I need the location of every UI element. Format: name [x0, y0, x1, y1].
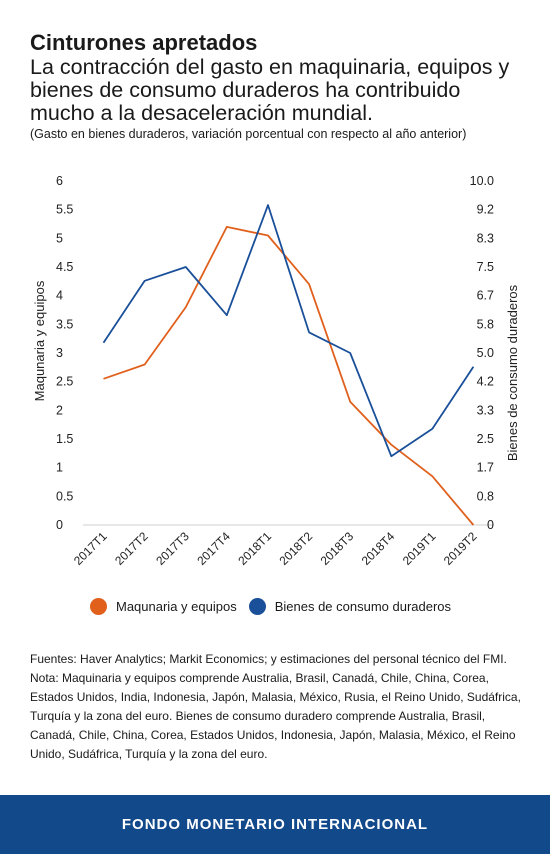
y2-tick-label: 3.3: [477, 403, 494, 417]
y2-tick-label: 6.7: [477, 289, 494, 303]
x-tick-label: 2017T3: [153, 529, 192, 568]
y2-tick-label: 5.0: [477, 346, 494, 360]
legend-label-bienes: Bienes de consumo duraderos: [274, 599, 452, 614]
legend-item-maquinaria: Maqunaria y equipos: [90, 598, 237, 615]
legend: Maqunaria y equipos Bienes de consumo du…: [90, 598, 463, 615]
line-chart: 0 0.5 1 1.5 2 2.5 3 3.5 4 4.5 5 5.5 6 0 0.8 1.7 2.5 3.3 4.…: [32, 174, 520, 568]
y-tick-label: 4.5: [56, 260, 73, 274]
y-tick-label: 0: [56, 518, 63, 532]
y-tick-label: 5: [56, 231, 63, 245]
y-tick-label: 2: [56, 403, 63, 417]
y-tick-label: 6: [56, 174, 63, 188]
y2-tick-label: 0: [487, 518, 494, 532]
y-tick-label: 3.5: [56, 317, 73, 331]
y2-tick-label: 0.8: [477, 489, 494, 503]
chart-note: (Gasto en bienes duraderos, variación po…: [30, 127, 467, 141]
x-tick-label: 2017T4: [194, 529, 233, 568]
x-tick-label: 2018T1: [235, 529, 274, 568]
x-tick-label: 2019T2: [441, 529, 480, 568]
legend-label-maquinaria: Maqunaria y equipos: [116, 599, 237, 614]
legend-item-bienes: Bienes de consumo duraderos: [248, 598, 452, 615]
y2-tick-label: 1.7: [477, 461, 494, 475]
y2-tick-label: 4.2: [477, 375, 494, 389]
sources-block: Fuentes: Haver Analytics; Markit Economi…: [30, 650, 525, 764]
x-tick-label: 2017T2: [112, 529, 151, 568]
y-axis-title: Maqunaria y equipos: [32, 280, 47, 401]
y2-tick-label: 8.3: [477, 231, 494, 245]
series-line-maquinaria: [103, 226, 475, 526]
legend-dot-maquinaria: [90, 598, 107, 615]
y2-tick-label: 10.0: [470, 174, 494, 188]
y2-tick-label: 9.2: [477, 203, 494, 217]
y2-tick-label: 7.5: [477, 260, 494, 274]
y2-tick-label: 2.5: [477, 432, 494, 446]
nota-text: Nota: Maquinaria y equipos comprende Aus…: [30, 671, 521, 761]
series-line-bienes: [102, 204, 475, 458]
y-tick-label: 4: [56, 289, 63, 303]
chart-subtitle: La contracción del gasto en maquinaria, …: [30, 55, 510, 125]
chart-title: Cinturones apretados: [30, 30, 258, 55]
x-tick-label: 2018T4: [359, 529, 398, 568]
x-tick-label: 2018T2: [276, 529, 315, 568]
y-tick-label: 1.5: [56, 432, 73, 446]
sources-text: Fuentes: Haver Analytics; Markit Economi…: [30, 652, 507, 666]
x-tick-label: 2017T1: [71, 529, 110, 568]
y-tick-label: 1: [56, 461, 63, 475]
y2-axis-title: Bienes de consumo duraderos: [505, 284, 520, 461]
y-tick-label: 3: [56, 346, 63, 360]
y-tick-label: 2.5: [56, 375, 73, 389]
x-tick-label: 2019T1: [400, 529, 439, 568]
footer-banner: FONDO MONETARIO INTERNACIONAL: [0, 795, 550, 854]
y-tick-label: 5.5: [56, 203, 73, 217]
y2-tick-label: 5.8: [477, 317, 494, 331]
x-tick-label: 2018T3: [318, 529, 357, 568]
y-tick-label: 0.5: [56, 489, 73, 503]
legend-dot-bienes: [248, 598, 266, 615]
